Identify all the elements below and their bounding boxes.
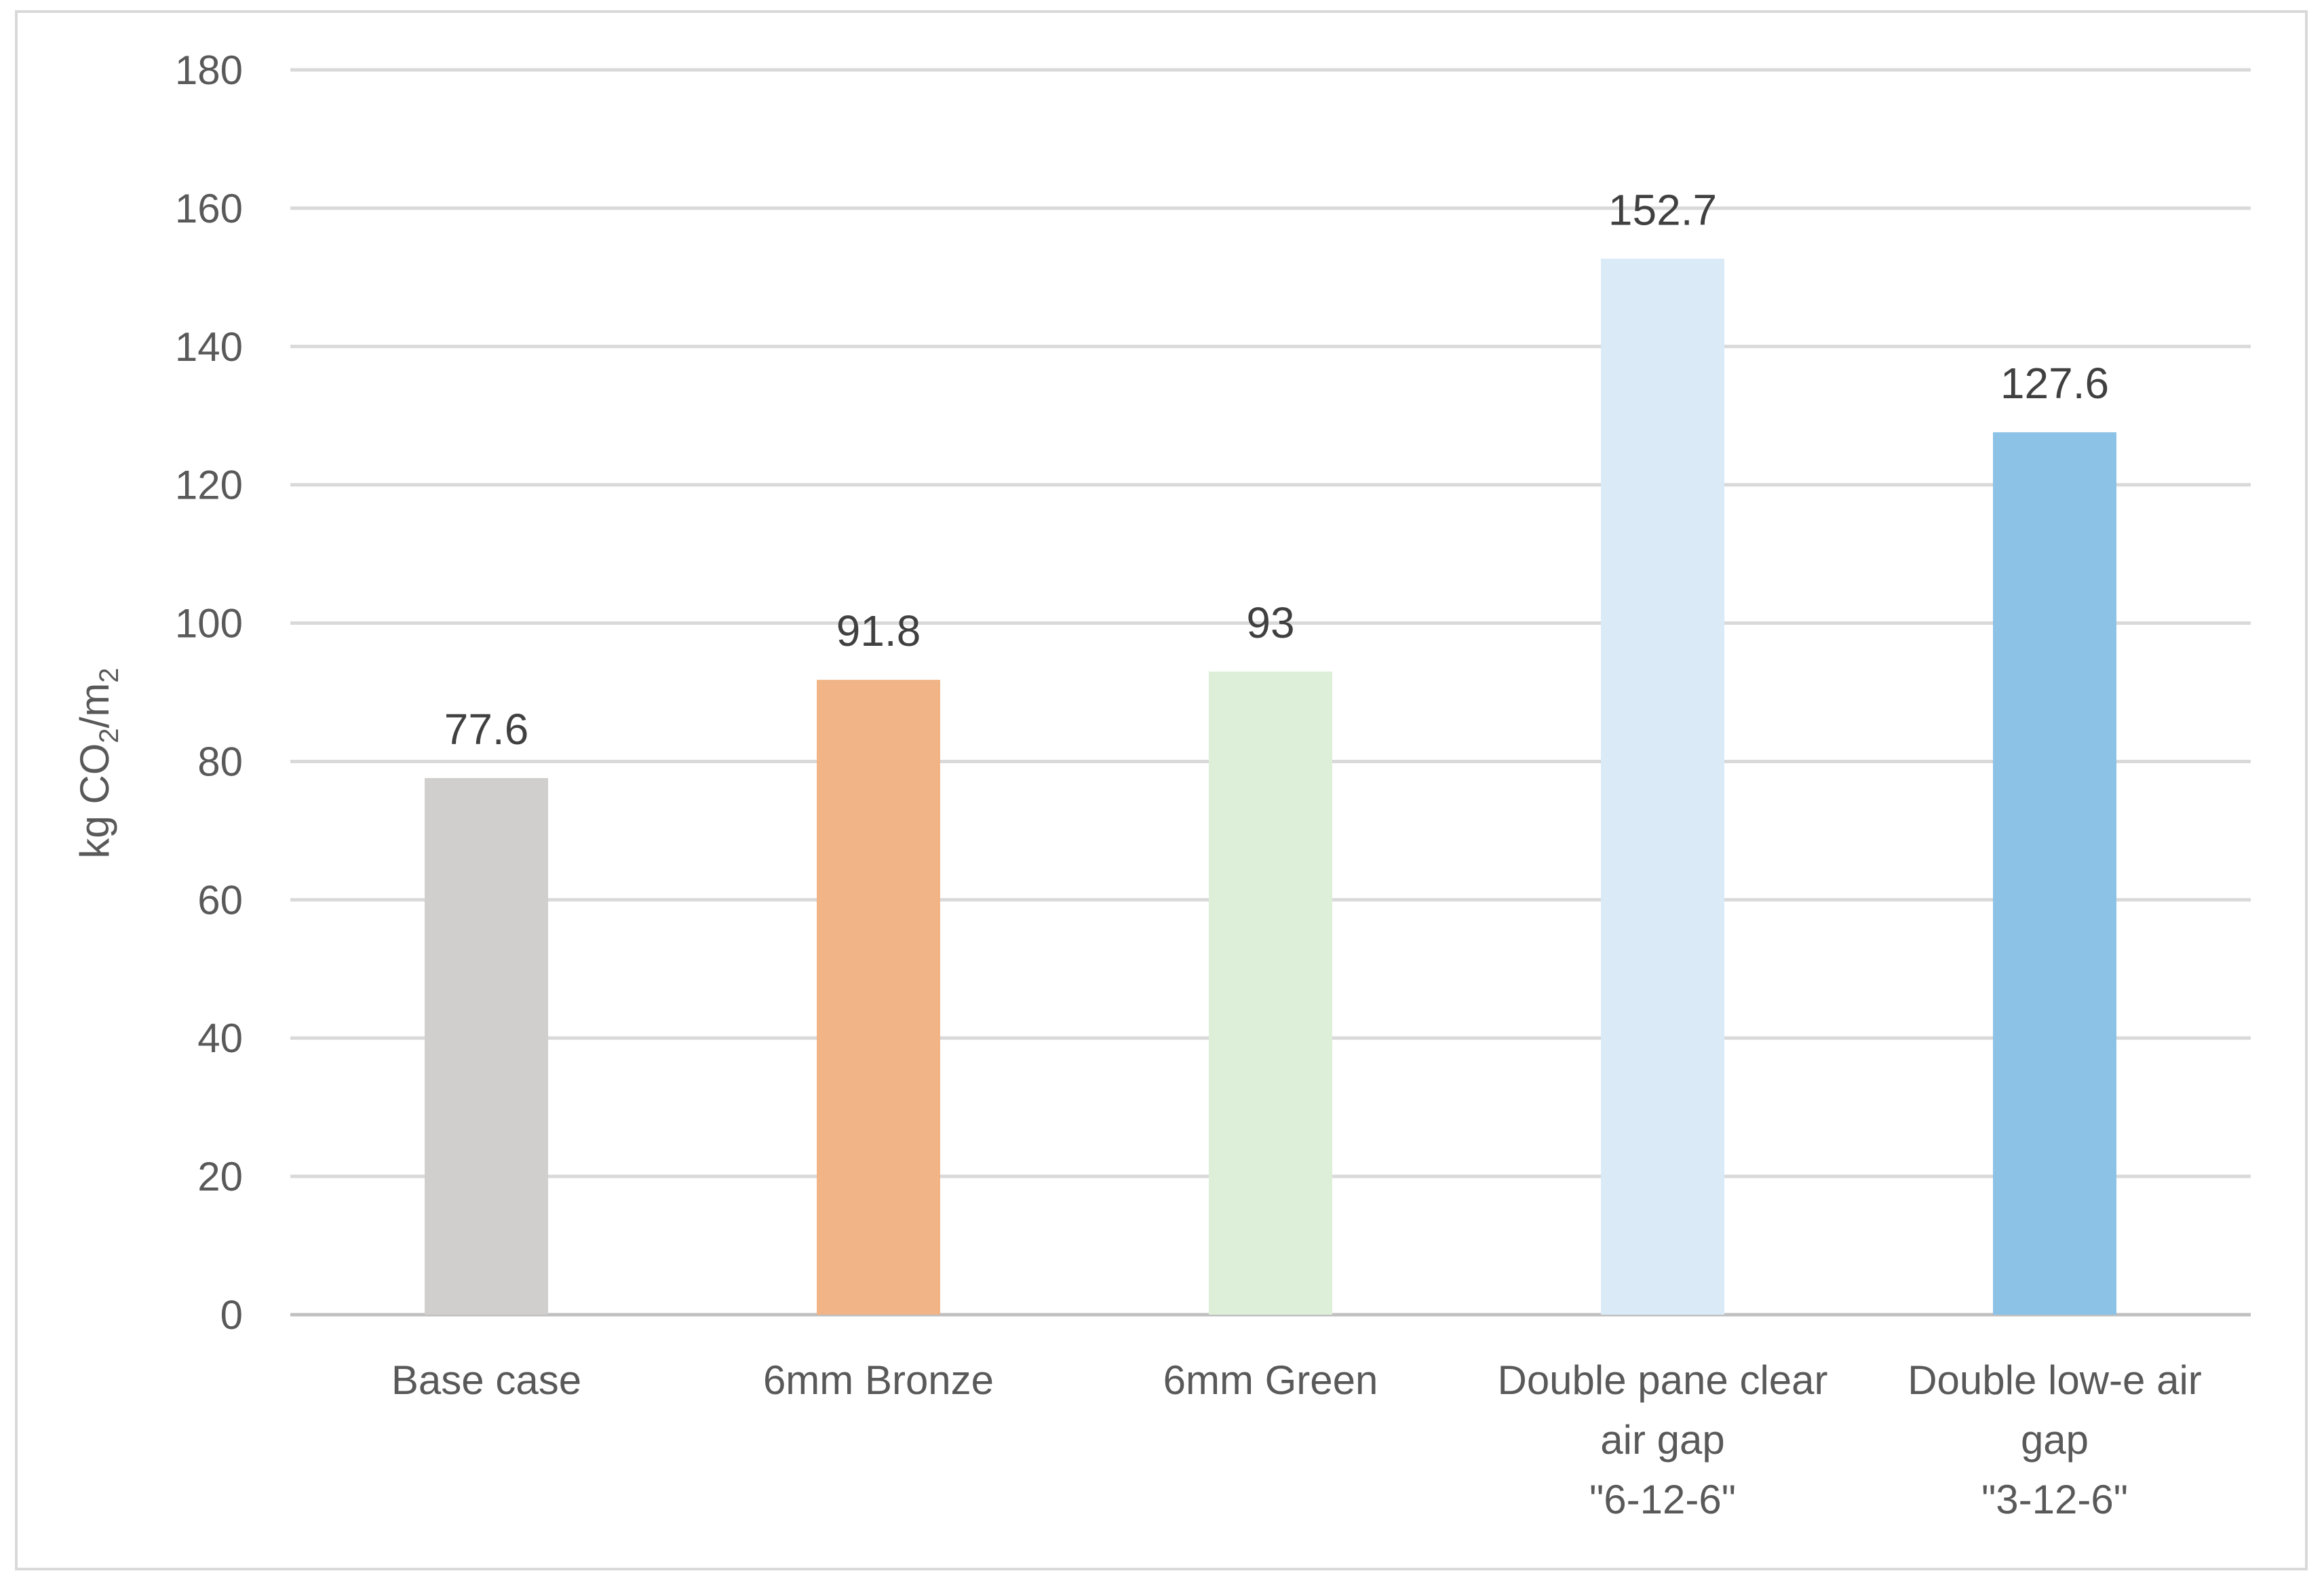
x-axis-ticks: Base case 6mm Bronze 6mm Green Double pane … [391, 1357, 2202, 1522]
y-tick-label: 100 [175, 601, 243, 646]
x-tick-label: Base case [391, 1357, 581, 1403]
bars [425, 258, 2116, 1315]
y-tick-label: 60 [197, 877, 243, 923]
data-labels: 77.6 91.8 93 152.7 127.6 [444, 185, 2109, 754]
data-label: 77.6 [444, 705, 529, 754]
bar [1993, 432, 2116, 1315]
data-label: 91.8 [836, 606, 921, 655]
y-tick-label: 80 [197, 739, 243, 784]
x-tick-label-line: air gap [1600, 1417, 1724, 1463]
bar [425, 777, 548, 1315]
y-tick-label: 140 [175, 324, 243, 370]
y-tick-label: 180 [175, 47, 243, 93]
x-tick-label-line: 6mm Bronze [763, 1357, 994, 1403]
data-label: 93 [1246, 598, 1294, 647]
x-tick-label: Double low-e air gap "3-12-6" [1907, 1357, 2202, 1522]
y-axis-title: kg CO2/m2 [72, 668, 124, 858]
x-tick-label-line: Double low-e air [1907, 1357, 2202, 1403]
x-tick-label-line: gap [2021, 1417, 2089, 1463]
y-axis-ticks: 0 20 40 60 80 100 120 140 160 180 [175, 47, 243, 1338]
x-tick-label: 6mm Green [1163, 1357, 1378, 1403]
y-tick-label: 20 [197, 1154, 243, 1199]
y-tick-label: 120 [175, 463, 243, 508]
bar [817, 680, 940, 1315]
x-tick-label-line: 6mm Green [1163, 1357, 1378, 1403]
bar [1209, 671, 1332, 1315]
data-label: 127.6 [2000, 359, 2109, 408]
x-tick-label-line: "3-12-6" [1981, 1477, 2128, 1522]
x-tick-label-line: Double pane clear [1497, 1357, 1827, 1403]
y-tick-label: 0 [220, 1292, 243, 1338]
y-tick-label: 160 [175, 186, 243, 231]
bar [1601, 258, 1724, 1315]
x-tick-label-line: Base case [391, 1357, 581, 1403]
chart-frame [15, 10, 2308, 1570]
y-tick-label: 40 [197, 1016, 243, 1061]
gridlines [290, 68, 2251, 1317]
x-tick-label: Double pane clear air gap "6-12-6" [1497, 1357, 1827, 1522]
data-label: 152.7 [1608, 185, 1717, 234]
x-tick-label-line: "6-12-6" [1589, 1477, 1736, 1522]
x-tick-label: 6mm Bronze [763, 1357, 994, 1403]
